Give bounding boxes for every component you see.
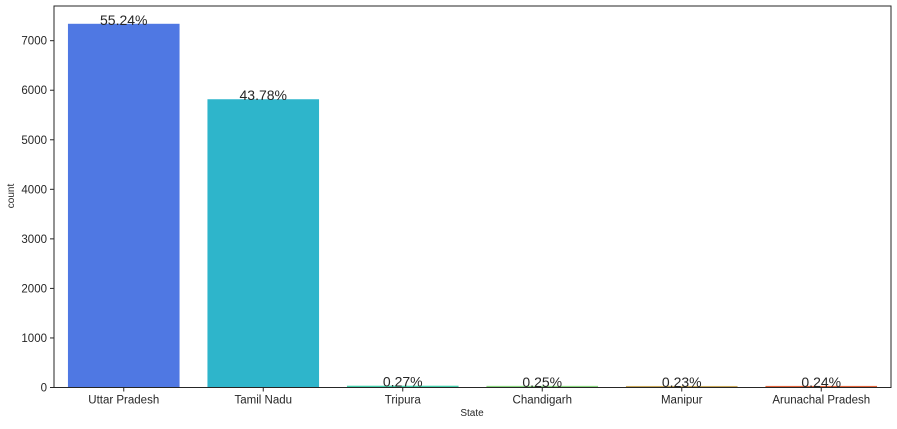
bar-manipur — [625, 385, 738, 388]
y-tick-label: 0 — [41, 383, 47, 395]
x-tick-label: Tripura — [385, 395, 422, 407]
data-label: 0.25% — [522, 374, 562, 390]
y-tick-label: 3000 — [21, 234, 47, 246]
data-label: 0.24% — [801, 374, 841, 390]
y-tick-label: 2000 — [21, 283, 47, 295]
y-tick-label: 5000 — [21, 135, 47, 147]
y-tick-label: 4000 — [21, 184, 47, 196]
x-axis-label: State — [460, 408, 484, 419]
bar-tripura — [346, 385, 459, 388]
bar-uttar-pradesh — [67, 23, 180, 388]
x-tick-label: Chandigarh — [513, 395, 572, 407]
plot-frame — [53, 5, 892, 388]
x-tick-label: Manipur — [661, 395, 703, 407]
data-label: 55.24% — [100, 12, 147, 28]
data-label: 43.78% — [240, 87, 287, 103]
y-tick-label: 7000 — [21, 36, 47, 48]
data-label: 0.23% — [662, 374, 702, 390]
y-tick-label: 1000 — [21, 333, 47, 345]
bar-arunachal-pradesh — [765, 385, 878, 388]
data-label: 0.27% — [383, 374, 423, 390]
x-tick-label: Uttar Pradesh — [88, 395, 159, 407]
y-axis-label: count — [6, 184, 17, 209]
bar-chandigarh — [486, 385, 599, 388]
bar-tamil-nadu — [207, 99, 320, 388]
y-tick-label: 6000 — [21, 85, 47, 97]
x-tick-label: Tamil Nadu — [234, 395, 292, 407]
x-tick-label: Arunachal Pradesh — [772, 395, 870, 407]
